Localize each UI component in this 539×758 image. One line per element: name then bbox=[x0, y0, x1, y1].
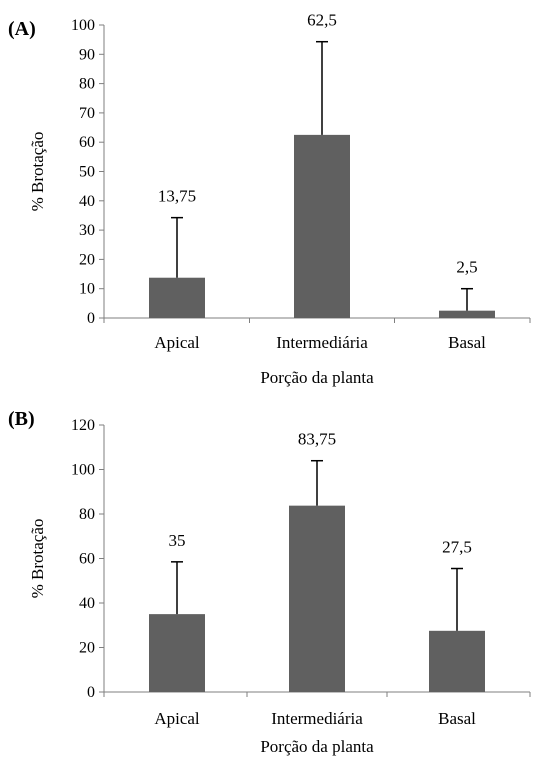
y-tick-label: 80 bbox=[79, 76, 95, 93]
data-label: 27,5 bbox=[442, 538, 472, 557]
bar-intermediária bbox=[294, 134, 350, 318]
x-category-label: Intermediária bbox=[276, 333, 368, 352]
chart-panel-1: (B) 0 20 40 60 80 100 120 35 Apical 83,75 Intermedi… bbox=[8, 408, 531, 756]
y-tick-label: 100 bbox=[71, 462, 95, 479]
y-tick-label: 0 bbox=[87, 310, 95, 327]
y-axis-title: % Brotação bbox=[28, 519, 47, 599]
data-label: 83,75 bbox=[298, 430, 336, 449]
y-tick-label: 60 bbox=[79, 134, 95, 151]
chart-panel-0: (A) 0 10 20 30 40 50 60 70 80 90 100 13,75 Apical 62,5… bbox=[8, 11, 531, 387]
panel-label: (A) bbox=[8, 18, 36, 40]
y-tick-label: 40 bbox=[79, 193, 95, 210]
y-tick-label: 40 bbox=[79, 595, 95, 612]
bar-apical bbox=[149, 277, 205, 318]
data-label: 13,75 bbox=[158, 187, 196, 206]
y-tick-label: 50 bbox=[79, 164, 95, 181]
x-axis-title: Porção da planta bbox=[260, 368, 374, 387]
x-category-label: Basal bbox=[448, 333, 486, 352]
y-tick-label: 70 bbox=[79, 105, 95, 122]
data-label: 62,5 bbox=[307, 11, 337, 30]
y-tick-label: 30 bbox=[79, 222, 95, 239]
y-tick-label: 100 bbox=[71, 17, 95, 34]
y-tick-label: 120 bbox=[71, 417, 95, 434]
bar-basal bbox=[439, 310, 495, 318]
data-label: 35 bbox=[169, 531, 186, 550]
y-tick-label: 20 bbox=[79, 640, 95, 657]
x-category-label: Apical bbox=[154, 333, 200, 352]
y-tick-label: 80 bbox=[79, 506, 95, 523]
y-tick-label: 0 bbox=[87, 684, 95, 701]
y-axis-title: % Brotação bbox=[28, 132, 47, 212]
bar-basal bbox=[429, 630, 485, 692]
x-category-label: Basal bbox=[438, 709, 476, 728]
x-axis-title: Porção da planta bbox=[260, 737, 374, 756]
bar-apical bbox=[149, 614, 205, 692]
x-category-label: Intermediária bbox=[271, 709, 363, 728]
x-category-label: Apical bbox=[154, 709, 200, 728]
y-tick-label: 60 bbox=[79, 551, 95, 568]
panel-label: (B) bbox=[8, 408, 35, 430]
y-tick-label: 90 bbox=[79, 46, 95, 63]
bar-intermediária bbox=[289, 505, 345, 692]
data-label: 2,5 bbox=[456, 258, 477, 277]
y-tick-label: 10 bbox=[79, 281, 95, 298]
y-tick-label: 20 bbox=[79, 251, 95, 268]
